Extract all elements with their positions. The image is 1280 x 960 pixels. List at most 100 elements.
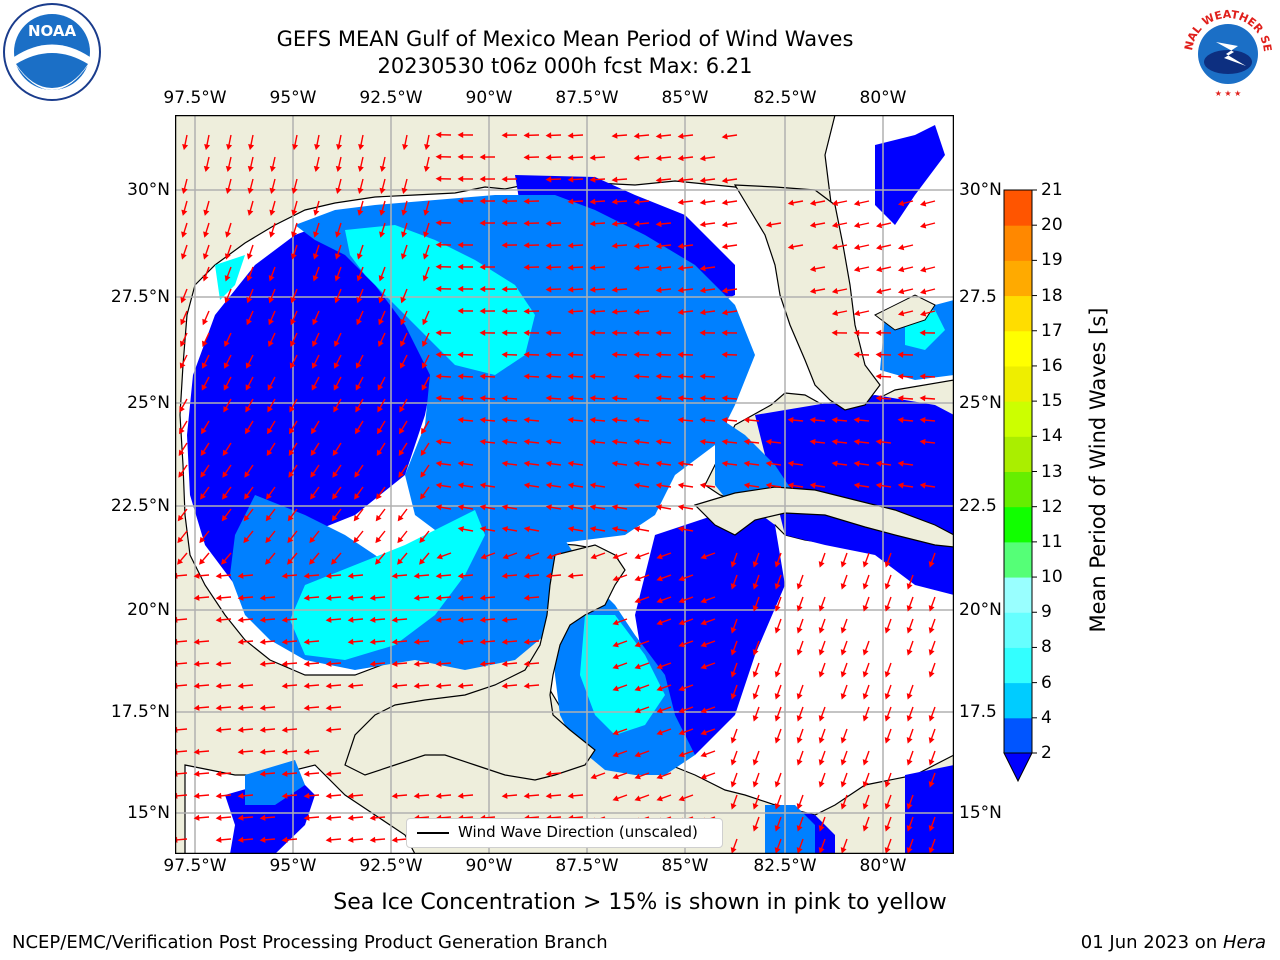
wind-wave-arrowhead [589, 154, 596, 161]
wind-wave-arrowhead [678, 729, 685, 736]
wind-wave-arrowhead [325, 594, 332, 601]
colorbar-segment [1004, 401, 1032, 437]
wind-wave-arrowhead [678, 795, 685, 802]
wind-wave-arrowhead [347, 814, 354, 821]
wind-wave-arrowhead [397, 558, 404, 565]
wind-wave-arrowhead [202, 253, 209, 260]
wind-wave-arrowhead [435, 153, 442, 160]
wind-wave-arrowhead [479, 219, 486, 227]
wind-wave-arrowhead [752, 825, 759, 832]
wind-wave-arrowhead [292, 143, 299, 151]
wind-wave-arrowhead [379, 209, 386, 216]
wind-wave-arrowhead [336, 143, 343, 151]
wind-wave-arrowhead [281, 770, 288, 777]
wind-wave-arrowhead [413, 682, 420, 689]
wind-wave-arrowhead [199, 558, 206, 565]
wind-wave-arrowhead [243, 536, 250, 544]
wind-wave-arrowhead [246, 318, 252, 326]
wind-wave-arrowhead [633, 264, 640, 272]
lat-tick-right: 30°N [959, 180, 1002, 200]
wind-wave-arrowhead [862, 583, 869, 590]
wind-wave-arrowhead [419, 536, 426, 544]
colorbar-tick-label: 10 [1041, 567, 1063, 588]
wind-wave-arrowhead [523, 154, 530, 161]
wind-wave-arrowhead [699, 416, 706, 424]
wind-wave-arrowhead [655, 176, 662, 184]
wind-wave-arrowhead [333, 384, 340, 391]
wind-wave-arrowhead [796, 627, 803, 634]
wind-wave-arrowhead [928, 759, 935, 766]
wind-wave-arrowhead [201, 362, 208, 369]
wind-wave-arrowhead [875, 222, 883, 229]
wind-wave-arrowhead [457, 416, 464, 424]
wind-wave-arrowhead [325, 704, 332, 711]
wind-wave-arrowhead [180, 318, 186, 326]
wind-wave-arrowhead [545, 395, 552, 402]
wind-wave-arrowhead [884, 627, 891, 634]
wind-wave-arrowhead [347, 638, 354, 645]
wind-wave-arrowhead [818, 605, 825, 612]
wind-wave-arrowhead [919, 288, 927, 295]
wind-wave-arrowhead [721, 133, 728, 140]
lon-tick-top: 92.5°W [359, 88, 423, 108]
wind-wave-arrowhead [633, 373, 640, 380]
lon-tick-top: 85°W [661, 88, 709, 108]
wind-wave-arrowhead [774, 583, 781, 590]
wind-wave-arrowhead [875, 266, 883, 273]
wind-wave-arrowhead [862, 561, 869, 568]
wind-wave-arrowhead [480, 553, 487, 560]
colorbar-segment [1004, 225, 1032, 261]
wind-wave-arrowhead [862, 825, 869, 832]
wind-wave-arrowhead [743, 438, 750, 445]
colorbar-segment [1004, 190, 1032, 226]
wind-wave-arrowhead [457, 153, 464, 160]
wind-wave-arrowhead [223, 362, 230, 369]
wind-wave-arrowhead [245, 384, 252, 391]
wind-wave-arrowhead [884, 583, 891, 590]
wind-wave-arrowhead [501, 286, 508, 293]
wind-wave-arrowhead [634, 795, 641, 802]
wind-wave-arrowhead [357, 187, 364, 195]
wind-wave-arrowhead [612, 685, 619, 692]
wind-wave-arrowhead [259, 660, 266, 667]
wind-wave-arrowhead [268, 296, 275, 304]
wind-wave-arrowhead [325, 682, 332, 689]
wind-wave-arrowhead [655, 132, 662, 140]
lat-tick-right: 27.5 [959, 287, 997, 307]
wind-wave-arrowhead [589, 286, 596, 293]
wind-wave-arrowhead [237, 616, 244, 623]
wind-wave-arrowhead [774, 781, 781, 788]
wind-wave-arrowhead [743, 482, 750, 489]
wind-wave-arrowhead [589, 504, 596, 511]
wind-wave-arrowhead [303, 594, 310, 601]
wind-wave-arrowhead [611, 504, 618, 511]
wind-wave-arrowhead [400, 296, 407, 304]
wind-wave-arrowhead [655, 438, 662, 445]
wind-wave-arrowhead [435, 792, 442, 799]
wind-wave-arrowhead [589, 264, 596, 271]
wind-wave-arrowhead [303, 572, 310, 579]
wind-wave-arrowhead [546, 553, 553, 560]
wind-wave-arrowhead [655, 329, 662, 337]
wind-wave-arrowhead [259, 748, 266, 755]
wind-wave-arrowhead [730, 759, 737, 766]
wind-wave-arrowhead [177, 514, 184, 522]
wind-wave-arrowhead [523, 594, 530, 601]
wind-wave-arrowhead [333, 362, 340, 369]
wind-wave-arrowhead [202, 275, 209, 282]
wind-wave-arrowhead [831, 460, 838, 467]
wind-wave-arrowhead [840, 847, 847, 854]
wind-wave-arrowhead [906, 583, 913, 590]
wind-wave-arrowhead [831, 199, 839, 207]
wind-wave-arrowhead [612, 663, 619, 670]
wind-wave-arrowhead [796, 759, 803, 766]
wind-wave-arrowhead [247, 187, 254, 195]
wind-wave-arrowhead [501, 792, 508, 799]
wind-wave-arrowhead [325, 814, 332, 821]
wind-wave-arrowhead [919, 438, 926, 445]
wind-wave-arrowhead [700, 707, 707, 714]
wind-wave-arrowhead [700, 641, 707, 648]
wind-wave-arrowhead [906, 693, 913, 700]
wind-wave-arrowhead [479, 616, 486, 623]
wind-wave-arrowhead [391, 792, 398, 799]
